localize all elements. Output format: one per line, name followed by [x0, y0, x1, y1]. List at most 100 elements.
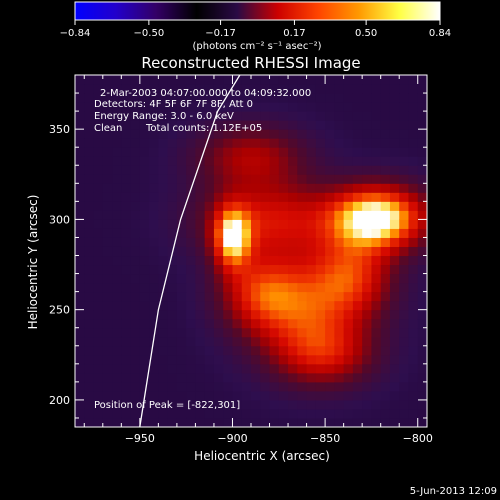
heatmap-cell: [75, 345, 85, 356]
heatmap-cell: [102, 264, 113, 275]
heatmap-cell: [186, 318, 196, 329]
heatmap-cell: [93, 201, 104, 211]
heatmap-cell: [149, 345, 159, 356]
heatmap-cell: [223, 273, 233, 284]
heatmap-cell: [399, 300, 409, 311]
heatmap-cell: [352, 300, 363, 311]
heatmap-cell: [306, 210, 317, 220]
heatmap-cell: [204, 345, 215, 356]
heatmap-cell: [408, 273, 419, 284]
heatmap-cell: [417, 138, 427, 148]
heatmap-cell: [195, 264, 206, 275]
heatmap-cell: [297, 291, 308, 302]
heatmap-cell: [306, 381, 317, 392]
heatmap-cell: [380, 147, 391, 157]
heatmap-cell: [158, 147, 169, 157]
heatmap-cell: [213, 318, 224, 329]
heatmap-cell: [315, 183, 326, 193]
heatmap-cell: [371, 228, 382, 238]
heatmap-cell: [232, 219, 243, 229]
heatmap-cell: [399, 165, 409, 175]
heatmap-cell: [408, 282, 419, 293]
heatmap-cell: [352, 111, 363, 121]
heatmap-cell: [121, 246, 132, 257]
heatmap-cell: [343, 255, 354, 266]
heatmap-cell: [306, 84, 317, 94]
heatmap-cell: [121, 84, 132, 94]
heatmap-cell: [371, 291, 382, 302]
heatmap-cell: [371, 408, 382, 419]
heatmap-cell: [241, 237, 252, 247]
heatmap-cell: [139, 336, 150, 347]
heatmap-cell: [343, 210, 354, 220]
heatmap-cell: [288, 408, 298, 419]
heatmap-cell: [93, 246, 104, 257]
heatmap-cell: [352, 93, 363, 103]
heatmap-cell: [195, 372, 206, 383]
heatmap-cell: [417, 300, 427, 311]
heatmap-cell: [186, 408, 196, 419]
heatmap-cell: [389, 264, 400, 275]
heatmap-cell: [93, 354, 104, 365]
heatmap-cell: [288, 264, 298, 275]
heatmap-cell: [371, 345, 382, 356]
heatmap-cell: [371, 219, 382, 229]
heatmap-cell: [343, 354, 354, 365]
heatmap-cell: [195, 399, 206, 410]
heatmap-cell: [130, 372, 141, 383]
heatmap-cell: [399, 201, 409, 211]
heatmap-cell: [149, 399, 159, 410]
heatmap-cell: [362, 192, 372, 202]
heatmap-cell: [112, 264, 122, 275]
heatmap-cell: [371, 210, 382, 220]
heatmap-cell: [139, 165, 150, 175]
heatmap-cell: [232, 354, 243, 365]
heatmap-cell: [75, 399, 85, 410]
heatmap-cell: [130, 417, 141, 427]
heatmap-cell: [158, 354, 169, 365]
heatmap-cell: [75, 408, 85, 419]
heatmap-cell: [399, 147, 409, 157]
heatmap-cell: [260, 408, 271, 419]
heatmap-cell: [269, 255, 280, 266]
heatmap-cell: [102, 408, 113, 419]
heatmap-cell: [315, 300, 326, 311]
heatmap-cell: [167, 75, 178, 85]
heatmap-cell: [362, 255, 372, 266]
heatmap-cell: [251, 309, 261, 320]
heatmap-cell: [223, 165, 233, 175]
heatmap-cell: [278, 264, 289, 275]
heatmap-cell: [139, 111, 150, 121]
heatmap-cell: [204, 273, 215, 284]
heatmap-cell: [158, 102, 169, 112]
heatmap-cell: [380, 174, 391, 184]
heatmap-cell: [149, 111, 159, 121]
heatmap-cell: [399, 291, 409, 302]
heatmap-cell: [389, 372, 400, 383]
heatmap-cell: [158, 255, 169, 266]
heatmap-cell: [417, 237, 427, 247]
heatmap-cell: [75, 291, 85, 302]
heatmap-cell: [297, 210, 308, 220]
heatmap-cell: [149, 228, 159, 238]
heatmap-cell: [278, 129, 289, 139]
heatmap-cell: [176, 255, 187, 266]
heatmap-cell: [75, 255, 85, 266]
heatmap-cell: [362, 300, 372, 311]
heatmap-cell: [269, 120, 280, 130]
heatmap-cell: [130, 156, 141, 166]
heatmap-cell: [75, 174, 85, 184]
heatmap-cell: [149, 282, 159, 293]
heatmap-cell: [362, 372, 372, 383]
heatmap-cell: [343, 273, 354, 284]
heatmap-cell: [241, 111, 252, 121]
heatmap-cell: [260, 354, 271, 365]
heatmap-cell: [251, 174, 261, 184]
heatmap-cell: [241, 282, 252, 293]
heatmap-cell: [343, 156, 354, 166]
heatmap-cell: [241, 219, 252, 229]
heatmap-cell: [408, 399, 419, 410]
heatmap-cell: [334, 255, 345, 266]
heatmap-cell: [352, 192, 363, 202]
heatmap-cell: [167, 174, 178, 184]
